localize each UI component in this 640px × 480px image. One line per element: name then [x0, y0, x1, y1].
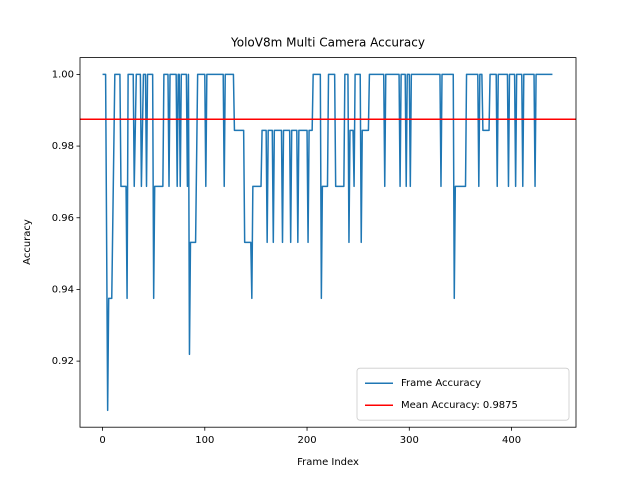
- x-tick-label: 300: [400, 435, 419, 446]
- y-tick-label: 0.92: [52, 356, 74, 367]
- legend-label: Mean Accuracy: 0.9875: [401, 400, 518, 411]
- x-tick-label: 200: [297, 435, 316, 446]
- x-tick-label: 0: [99, 435, 105, 446]
- legend-label: Frame Accuracy: [401, 378, 481, 389]
- y-tick-label: 0.94: [52, 284, 74, 295]
- x-axis-label: Frame Index: [297, 457, 359, 468]
- plot-frame: [79, 57, 577, 428]
- y-tick-label: 0.96: [52, 213, 74, 224]
- y-tick-label: 0.98: [52, 141, 74, 152]
- y-tick-label: 1.00: [52, 69, 74, 80]
- data-line: [102, 73, 553, 412]
- x-tick-label: 400: [502, 435, 521, 446]
- y-axis-label: Accuracy: [22, 219, 33, 265]
- x-tick-label: 100: [195, 435, 214, 446]
- chart-title: YoloV8m Multi Camera Accuracy: [230, 36, 425, 50]
- legend-box: [356, 367, 570, 421]
